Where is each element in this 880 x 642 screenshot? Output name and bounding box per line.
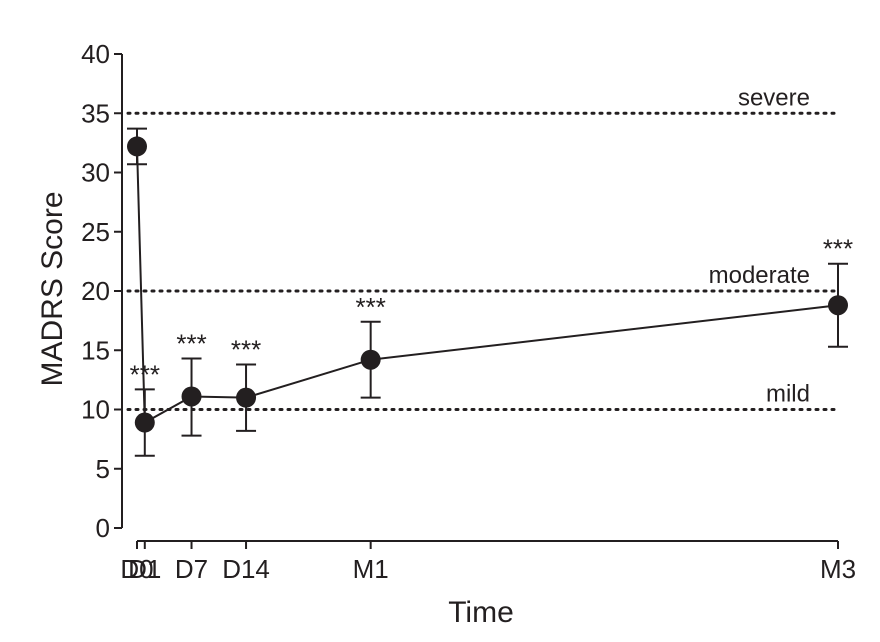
significance-label: *** [355,292,385,322]
data-point-D7 [181,386,202,407]
y-axis-title: MADRS Score [36,191,69,386]
significance-label: *** [130,359,160,389]
significance-label: *** [823,234,853,264]
x-tick-label: D7 [175,554,208,584]
data-point-D0 [127,136,147,157]
x-tick-label: D1 [128,554,161,584]
y-tick-label: 0 [96,513,110,543]
x-tick-label: M1 [353,554,389,584]
data-point-D14 [236,387,257,408]
y-tick-label: 15 [81,335,110,365]
y-tick-label: 5 [96,454,110,484]
x-tick-label: D14 [222,554,270,584]
data-point-M1 [360,349,381,370]
y-tick-label: 25 [81,217,110,247]
data-series: *** *** *** *** *** [127,127,853,457]
reference-label-moderate: moderate [709,262,810,289]
significance-label: *** [176,329,206,359]
data-point-D1 [134,412,155,433]
y-tick-label: 10 [81,395,110,425]
x-tick-label: M3 [820,554,856,584]
significance-label: *** [231,334,261,364]
x-tick-label: D0 [120,554,153,584]
x-axis-title: Time [448,596,514,629]
y-tick-label: 40 [81,39,110,69]
y-axis: 0 5 10 15 20 25 30 35 40 [81,39,123,543]
y-tick-label: 35 [81,98,110,128]
reference-label-severe: severe [738,84,810,111]
series-line [136,146,839,425]
y-tick-label: 20 [81,276,110,306]
reference-label-mild: mild [766,381,810,408]
data-point-M3 [828,295,848,316]
y-tick-label: 30 [81,158,110,188]
